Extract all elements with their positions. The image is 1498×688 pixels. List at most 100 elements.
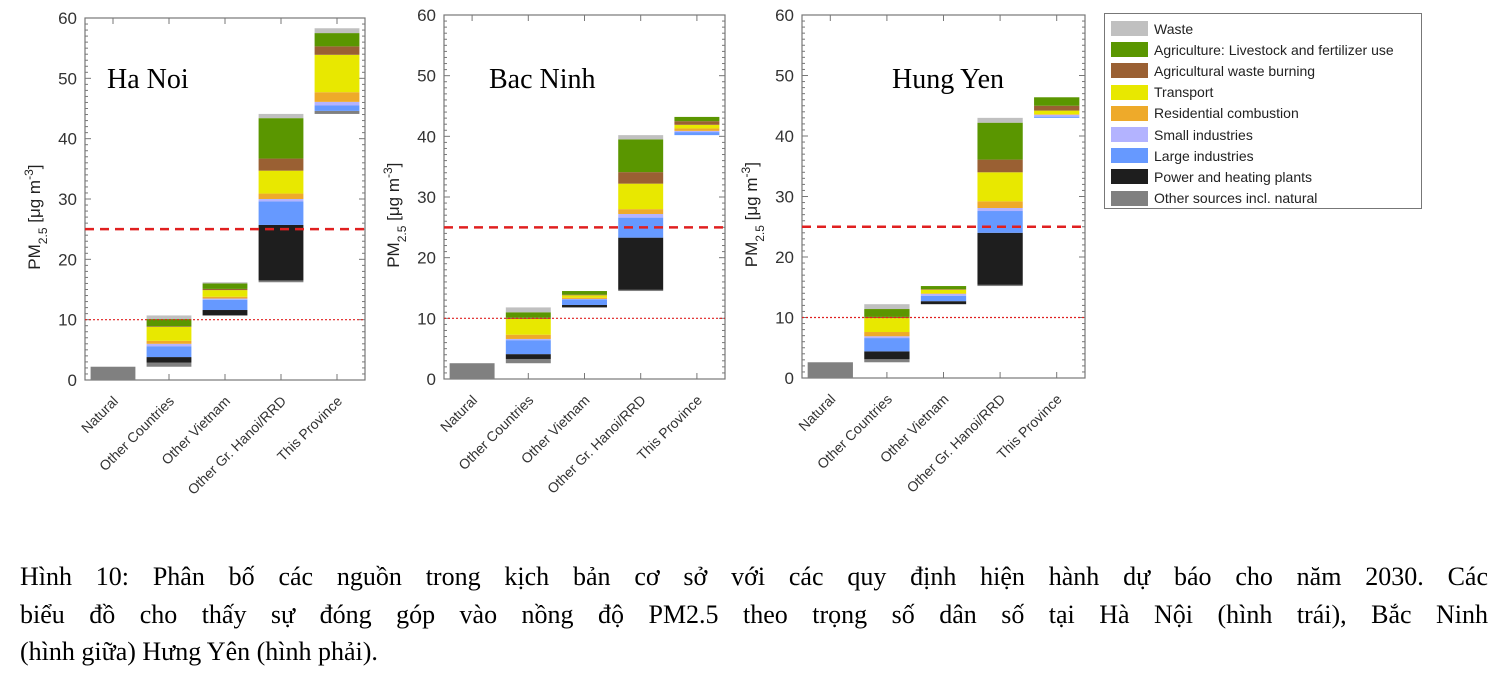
bar-segment-waste xyxy=(977,117,1023,123)
bar-segment-other-sources-incl-natural xyxy=(258,280,304,283)
bar-segment-power-and-heating-plants xyxy=(505,354,551,359)
y-tick-label: 40 xyxy=(58,130,77,149)
y-tick-label: 10 xyxy=(775,309,794,328)
y-tick-label: 40 xyxy=(775,127,794,146)
x-tick-label: Natural xyxy=(78,393,121,436)
bar-segment-small-industries xyxy=(674,130,720,133)
bar-segment-power-and-heating-plants xyxy=(618,237,664,290)
bar-segment-agriculture-livestock-and-fertilizer-use xyxy=(258,118,304,159)
bar-segment-residential-combustion xyxy=(920,293,967,294)
y-tick-label: 20 xyxy=(58,250,77,269)
bar-segment-agriculture-livestock-and-fertilizer-use xyxy=(674,116,720,122)
bar-segment-large-industries xyxy=(920,295,967,302)
bar-segment-large-industries xyxy=(258,201,304,225)
legend-item-agricultural-waste-burning: Agricultural waste burning xyxy=(1111,60,1415,81)
bar-segment-waste xyxy=(258,113,304,119)
y-tick-label: 50 xyxy=(58,69,77,88)
y-axis-label: PM2.5 [μg m-3] xyxy=(381,163,409,268)
bar-segment-agricultural-waste-burning xyxy=(258,158,304,171)
bar-segment-agriculture-livestock-and-fertilizer-use xyxy=(618,139,664,173)
legend-item-transport: Transport xyxy=(1111,82,1415,103)
bar-segment-agricultural-waste-burning xyxy=(1034,105,1080,111)
bar-segment-other-sources-incl-natural xyxy=(449,363,495,379)
bar-segment-small-industries xyxy=(1034,114,1080,117)
legend-swatch xyxy=(1111,84,1148,100)
bar-segment-residential-combustion xyxy=(146,340,192,344)
chart-title: Ha Noi xyxy=(107,64,189,95)
y-axis-label-part: -3 xyxy=(22,169,36,180)
bar-segment-large-industries xyxy=(562,299,607,305)
x-tick-label: Natural xyxy=(437,392,480,435)
legend-swatch xyxy=(1111,148,1148,164)
y-axis-label-part: ] xyxy=(742,162,761,167)
legend-label: Transport xyxy=(1154,84,1214,101)
bar-segment-transport xyxy=(618,183,664,210)
y-tick-label: 50 xyxy=(417,67,436,86)
legend-swatch xyxy=(1111,105,1148,121)
bar-segment-waste xyxy=(314,28,360,34)
bar-segment-large-industries xyxy=(977,211,1023,233)
x-tick-label: Natural xyxy=(795,391,838,434)
legend-label: Large industries xyxy=(1154,147,1254,164)
bar-segment-power-and-heating-plants xyxy=(920,301,967,305)
legend-swatch xyxy=(1111,63,1148,79)
bar-segment-transport xyxy=(505,318,551,335)
legend-item-residential: Residential combustion xyxy=(1111,103,1415,124)
legend-label: Small industries xyxy=(1154,126,1253,143)
figure-caption: Hình 10: Phân bố các nguồn trong kịch bả… xyxy=(20,558,1488,671)
bar-segment-waste xyxy=(146,315,192,320)
bar-segment-other-sources-incl-natural xyxy=(314,110,360,114)
bar-segment-agricultural-waste-burning xyxy=(314,46,360,55)
bar-segment-agriculture-livestock-and-fertilizer-use xyxy=(977,122,1023,160)
y-tick-label: 50 xyxy=(775,67,794,86)
bar-segment-agriculture-livestock-and-fertilizer-use xyxy=(920,286,967,290)
bar-segment-agricultural-waste-burning xyxy=(674,121,720,125)
bar-segment-residential-combustion xyxy=(977,201,1023,208)
bar-segment-transport xyxy=(920,289,967,294)
legend: Waste Agriculture: Livestock and fertili… xyxy=(1104,13,1422,209)
y-axis-label-part: [μg m xyxy=(384,178,403,226)
x-tick-label: Other Gr. Hanoi/RRD xyxy=(544,392,649,497)
bar-segment-agricultural-waste-burning xyxy=(920,289,967,290)
y-axis-label-part: [μg m xyxy=(742,177,761,225)
bar-segment-residential-combustion xyxy=(864,332,910,337)
caption-line: Hình 10: Phân bố các nguồn trong kịch bả… xyxy=(20,562,1488,591)
bar-segment-residential-combustion xyxy=(1034,114,1080,115)
bar-segment-transport xyxy=(258,170,304,194)
bar-segment-agricultural-waste-burning xyxy=(202,288,248,291)
legend-swatch xyxy=(1111,169,1148,185)
bar-segment-transport xyxy=(977,172,1023,202)
legend-item-waste: Waste xyxy=(1111,18,1415,39)
bar-segment-residential-combustion xyxy=(618,209,664,214)
bar-segment-residential-combustion xyxy=(674,128,720,131)
y-axis-label: PM2.5 [μg m-3] xyxy=(739,162,767,267)
y-tick-label: 40 xyxy=(417,127,436,146)
y-axis-label-part: PM xyxy=(742,242,761,268)
bar-segment-small-industries xyxy=(258,199,304,202)
legend-label: Residential combustion xyxy=(1154,105,1299,122)
bar-segment-residential-combustion xyxy=(562,297,607,299)
bar-segment-large-industries xyxy=(505,340,551,355)
legend-label: Power and heating plants xyxy=(1154,168,1312,185)
y-axis-label-part: 2.5 xyxy=(36,227,50,244)
caption-line: biểu đồ cho thấy sự đóng góp vào nồng độ… xyxy=(20,599,1488,629)
y-tick-label: 10 xyxy=(417,309,436,328)
bar-segment-power-and-heating-plants xyxy=(146,357,192,363)
y-tick-label: 60 xyxy=(775,6,794,25)
bar-segment-power-and-heating-plants xyxy=(977,232,1023,285)
bar-segment-small-industries xyxy=(562,298,607,300)
bar-segment-large-industries xyxy=(202,299,248,311)
bar-segment-power-and-heating-plants xyxy=(202,310,248,316)
bar-segment-agriculture-livestock-and-fertilizer-use xyxy=(505,312,551,318)
bar-segment-large-industries xyxy=(864,338,910,352)
legend-swatch xyxy=(1111,42,1148,58)
y-tick-label: 30 xyxy=(775,188,794,207)
bar-segment-transport xyxy=(1034,110,1080,115)
bar-segment-power-and-heating-plants xyxy=(864,351,910,360)
bar-segment-waste xyxy=(618,135,664,140)
y-tick-label: 0 xyxy=(427,370,436,389)
